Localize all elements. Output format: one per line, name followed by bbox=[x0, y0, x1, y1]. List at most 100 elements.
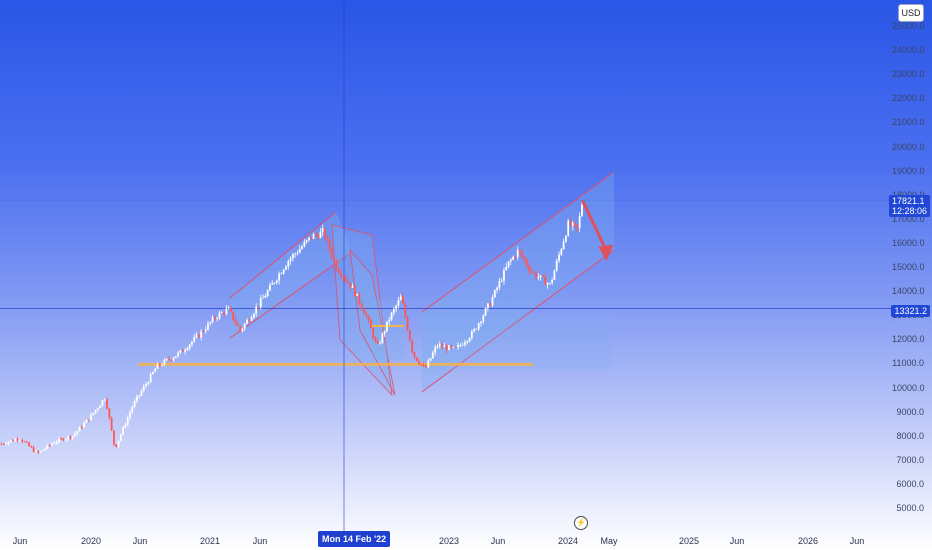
candle-body bbox=[581, 204, 583, 217]
candle-body bbox=[328, 239, 331, 250]
candle-body bbox=[21, 439, 24, 442]
candle-body bbox=[578, 216, 581, 228]
candle-body bbox=[197, 334, 200, 338]
candle-body bbox=[32, 447, 35, 452]
candle-body bbox=[158, 363, 161, 366]
candle-body bbox=[356, 293, 359, 296]
range-box-2023 bbox=[422, 315, 612, 370]
candle-body bbox=[223, 312, 225, 314]
projection-arrow-head bbox=[598, 244, 614, 261]
lightning-icon[interactable]: ⚡ bbox=[574, 516, 588, 530]
candle-body bbox=[475, 328, 478, 330]
candle-body bbox=[234, 319, 237, 324]
candle-body bbox=[310, 237, 313, 239]
candle-body bbox=[571, 223, 574, 226]
candle-body bbox=[90, 414, 92, 421]
candle-body bbox=[390, 312, 393, 320]
candle-body bbox=[560, 249, 563, 255]
candle-body bbox=[220, 312, 223, 313]
crosshair-date-label: Mon 14 Feb '22 bbox=[318, 531, 391, 547]
candle-body bbox=[271, 283, 274, 285]
candle-body bbox=[78, 426, 81, 432]
candle-body bbox=[257, 306, 260, 308]
candle-body bbox=[51, 443, 53, 446]
candle-body bbox=[213, 317, 216, 319]
candle-body bbox=[496, 287, 498, 291]
candle-body bbox=[2, 443, 5, 445]
x-tick-label: 2021 bbox=[199, 536, 221, 546]
candle-body bbox=[101, 400, 104, 406]
candle-body bbox=[172, 357, 175, 361]
y-tick-label: 18000.0 bbox=[892, 190, 925, 200]
candle-body bbox=[124, 424, 127, 428]
y-tick-label: 16000.0 bbox=[892, 237, 925, 248]
candle-body bbox=[294, 253, 297, 255]
candle-body bbox=[135, 396, 138, 402]
y-tick-label: 24000.0 bbox=[892, 45, 925, 56]
candle-body bbox=[340, 272, 342, 277]
x-tick-label: 2020 bbox=[80, 536, 102, 546]
y-tick-label: 7000.0 bbox=[896, 454, 924, 465]
candle-body bbox=[324, 228, 326, 238]
candle-body bbox=[264, 296, 267, 298]
candle-body bbox=[69, 436, 72, 439]
candle-body bbox=[239, 325, 242, 331]
candle-body bbox=[14, 439, 17, 442]
candle-body bbox=[74, 433, 76, 436]
candle-body bbox=[535, 272, 537, 278]
candle-body bbox=[179, 350, 182, 353]
candle-body bbox=[191, 341, 193, 345]
candle-body bbox=[262, 297, 264, 299]
candle-body bbox=[365, 313, 368, 316]
candle-body bbox=[204, 329, 207, 332]
candle-body bbox=[532, 272, 535, 273]
candle-body bbox=[321, 228, 324, 232]
candle-body bbox=[67, 436, 69, 440]
x-tick-label: 2026 bbox=[797, 536, 819, 546]
candle-body bbox=[360, 303, 363, 309]
candle-body bbox=[498, 281, 501, 288]
candle-body bbox=[480, 321, 482, 324]
candle-body bbox=[562, 241, 565, 250]
candle-body bbox=[457, 344, 459, 348]
candle-body bbox=[379, 342, 381, 344]
candle-body bbox=[388, 319, 391, 322]
candle-body bbox=[521, 252, 524, 258]
candle-body bbox=[28, 442, 30, 447]
candle-body bbox=[80, 426, 83, 428]
candle-body bbox=[555, 260, 558, 271]
candle-body bbox=[418, 360, 420, 365]
candle-body bbox=[542, 275, 544, 277]
candle-body bbox=[503, 269, 505, 281]
consolidation-box bbox=[372, 300, 404, 360]
candle-body bbox=[491, 297, 494, 306]
currency-button[interactable]: USD bbox=[898, 4, 924, 22]
y-tick-label: 5000.0 bbox=[896, 503, 924, 513]
candle-body bbox=[441, 344, 443, 348]
candle-body bbox=[186, 348, 189, 351]
candle-body bbox=[372, 328, 375, 339]
candle-body bbox=[255, 306, 258, 314]
candle-body bbox=[342, 276, 345, 278]
candle-body bbox=[41, 450, 44, 451]
candle-body bbox=[152, 371, 154, 374]
candle-body bbox=[156, 363, 159, 369]
candle-body bbox=[232, 311, 235, 320]
candle-body bbox=[207, 323, 209, 330]
channel-2021-lower-line bbox=[229, 251, 353, 339]
candle-body bbox=[200, 331, 203, 338]
y-tick-label: 21000.0 bbox=[892, 117, 925, 128]
y-tick-label: 10000.0 bbox=[892, 382, 925, 393]
candle-body bbox=[266, 290, 269, 297]
candle-body bbox=[76, 431, 79, 434]
candle-body bbox=[16, 439, 19, 441]
candle-body bbox=[468, 338, 471, 342]
x-tick-label: 2025 bbox=[678, 536, 700, 546]
candle-body bbox=[57, 438, 60, 442]
y-tick-label: 19000.0 bbox=[892, 165, 925, 176]
candle-body bbox=[165, 358, 168, 360]
candle-body bbox=[181, 350, 184, 352]
candle-body bbox=[103, 399, 106, 401]
wedge-2022-b bbox=[349, 248, 396, 396]
